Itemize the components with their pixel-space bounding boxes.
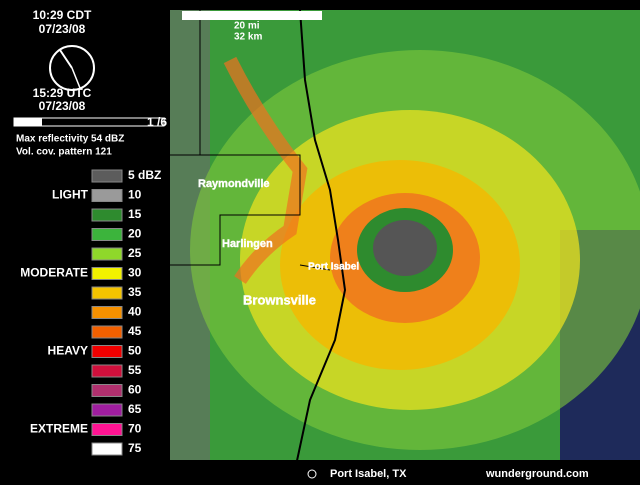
county-lines [170,10,331,271]
legend-swatch [91,384,123,397]
scale-miles: 20 mi [234,21,260,32]
legend-swatch [91,364,123,378]
intensity-label: MODERATE [20,266,88,280]
legend-label: 65 [128,402,142,416]
legend-label: 50 [128,344,142,358]
legend-label: 20 [128,227,142,241]
legend-swatch [91,423,123,436]
frame-progress [14,118,42,126]
intensity-label: LIGHT [52,188,89,202]
legend-swatch [91,247,123,261]
place-label: Raymondville [198,178,270,190]
legend-label: 60 [128,383,142,397]
station: Port Isabel, TX [330,468,407,480]
legend-swatch [91,267,123,280]
legend-label: 10 [128,188,142,202]
coastline [294,9,347,471]
legend-label: 55 [128,363,142,377]
legend-label: 15 [128,207,142,221]
legend-label: 70 [128,422,142,436]
volume-pattern: Vol. cov. pattern 121 [16,147,112,158]
legend-label: 40 [128,305,142,319]
legend-swatch [91,169,123,183]
legend-swatch [91,189,123,202]
legend: 5 dBZ 10 15 20 25 30 35 40 45 50 55 60 65 70 75 LIGHT MO… [20,168,161,456]
local-date: 07/23/08 [39,22,86,36]
place-label: Brownsville [243,292,316,307]
legend-label: 30 [128,266,142,280]
place-label: Port Isabel [308,262,359,273]
frame-label: 1 /6 [147,115,167,129]
legend-label: 25 [128,246,142,260]
utc-time: 15:29 UTC [33,86,92,100]
scale-bar [182,11,322,20]
local-time: 10:29 CDT [33,8,92,22]
legend-swatch [91,403,123,417]
legend-swatch [91,286,123,300]
hour-hand [59,49,73,69]
place-label: Harlingen [222,238,273,250]
minute-hand [71,67,81,89]
legend-label: 35 [128,285,142,299]
legend-label: 5 dBZ [128,168,161,182]
utc-date: 07/23/08 [39,99,86,113]
station-icon [307,469,317,479]
legend-swatch [91,208,123,222]
max-reflectivity: Max reflectivity 54 dBZ [16,134,124,145]
legend-swatch [91,325,123,339]
credit: wunderground.com [485,468,589,480]
legend-swatch [91,442,123,456]
intensity-label: EXTREME [30,422,88,436]
clock [49,45,95,91]
legend-label: 75 [128,441,142,455]
places: Raymondville Harlingen Port Isabel Brownsvi… [198,178,360,308]
eye [373,220,437,276]
scale-km: 32 km [234,32,262,43]
radar-map [170,9,640,480]
intensity-label: HEAVY [48,344,88,358]
footer-bar [170,460,640,480]
legend-label: 45 [128,324,142,338]
legend-swatch [91,228,123,241]
legend-swatch [91,306,123,319]
legend-swatch [91,345,123,358]
